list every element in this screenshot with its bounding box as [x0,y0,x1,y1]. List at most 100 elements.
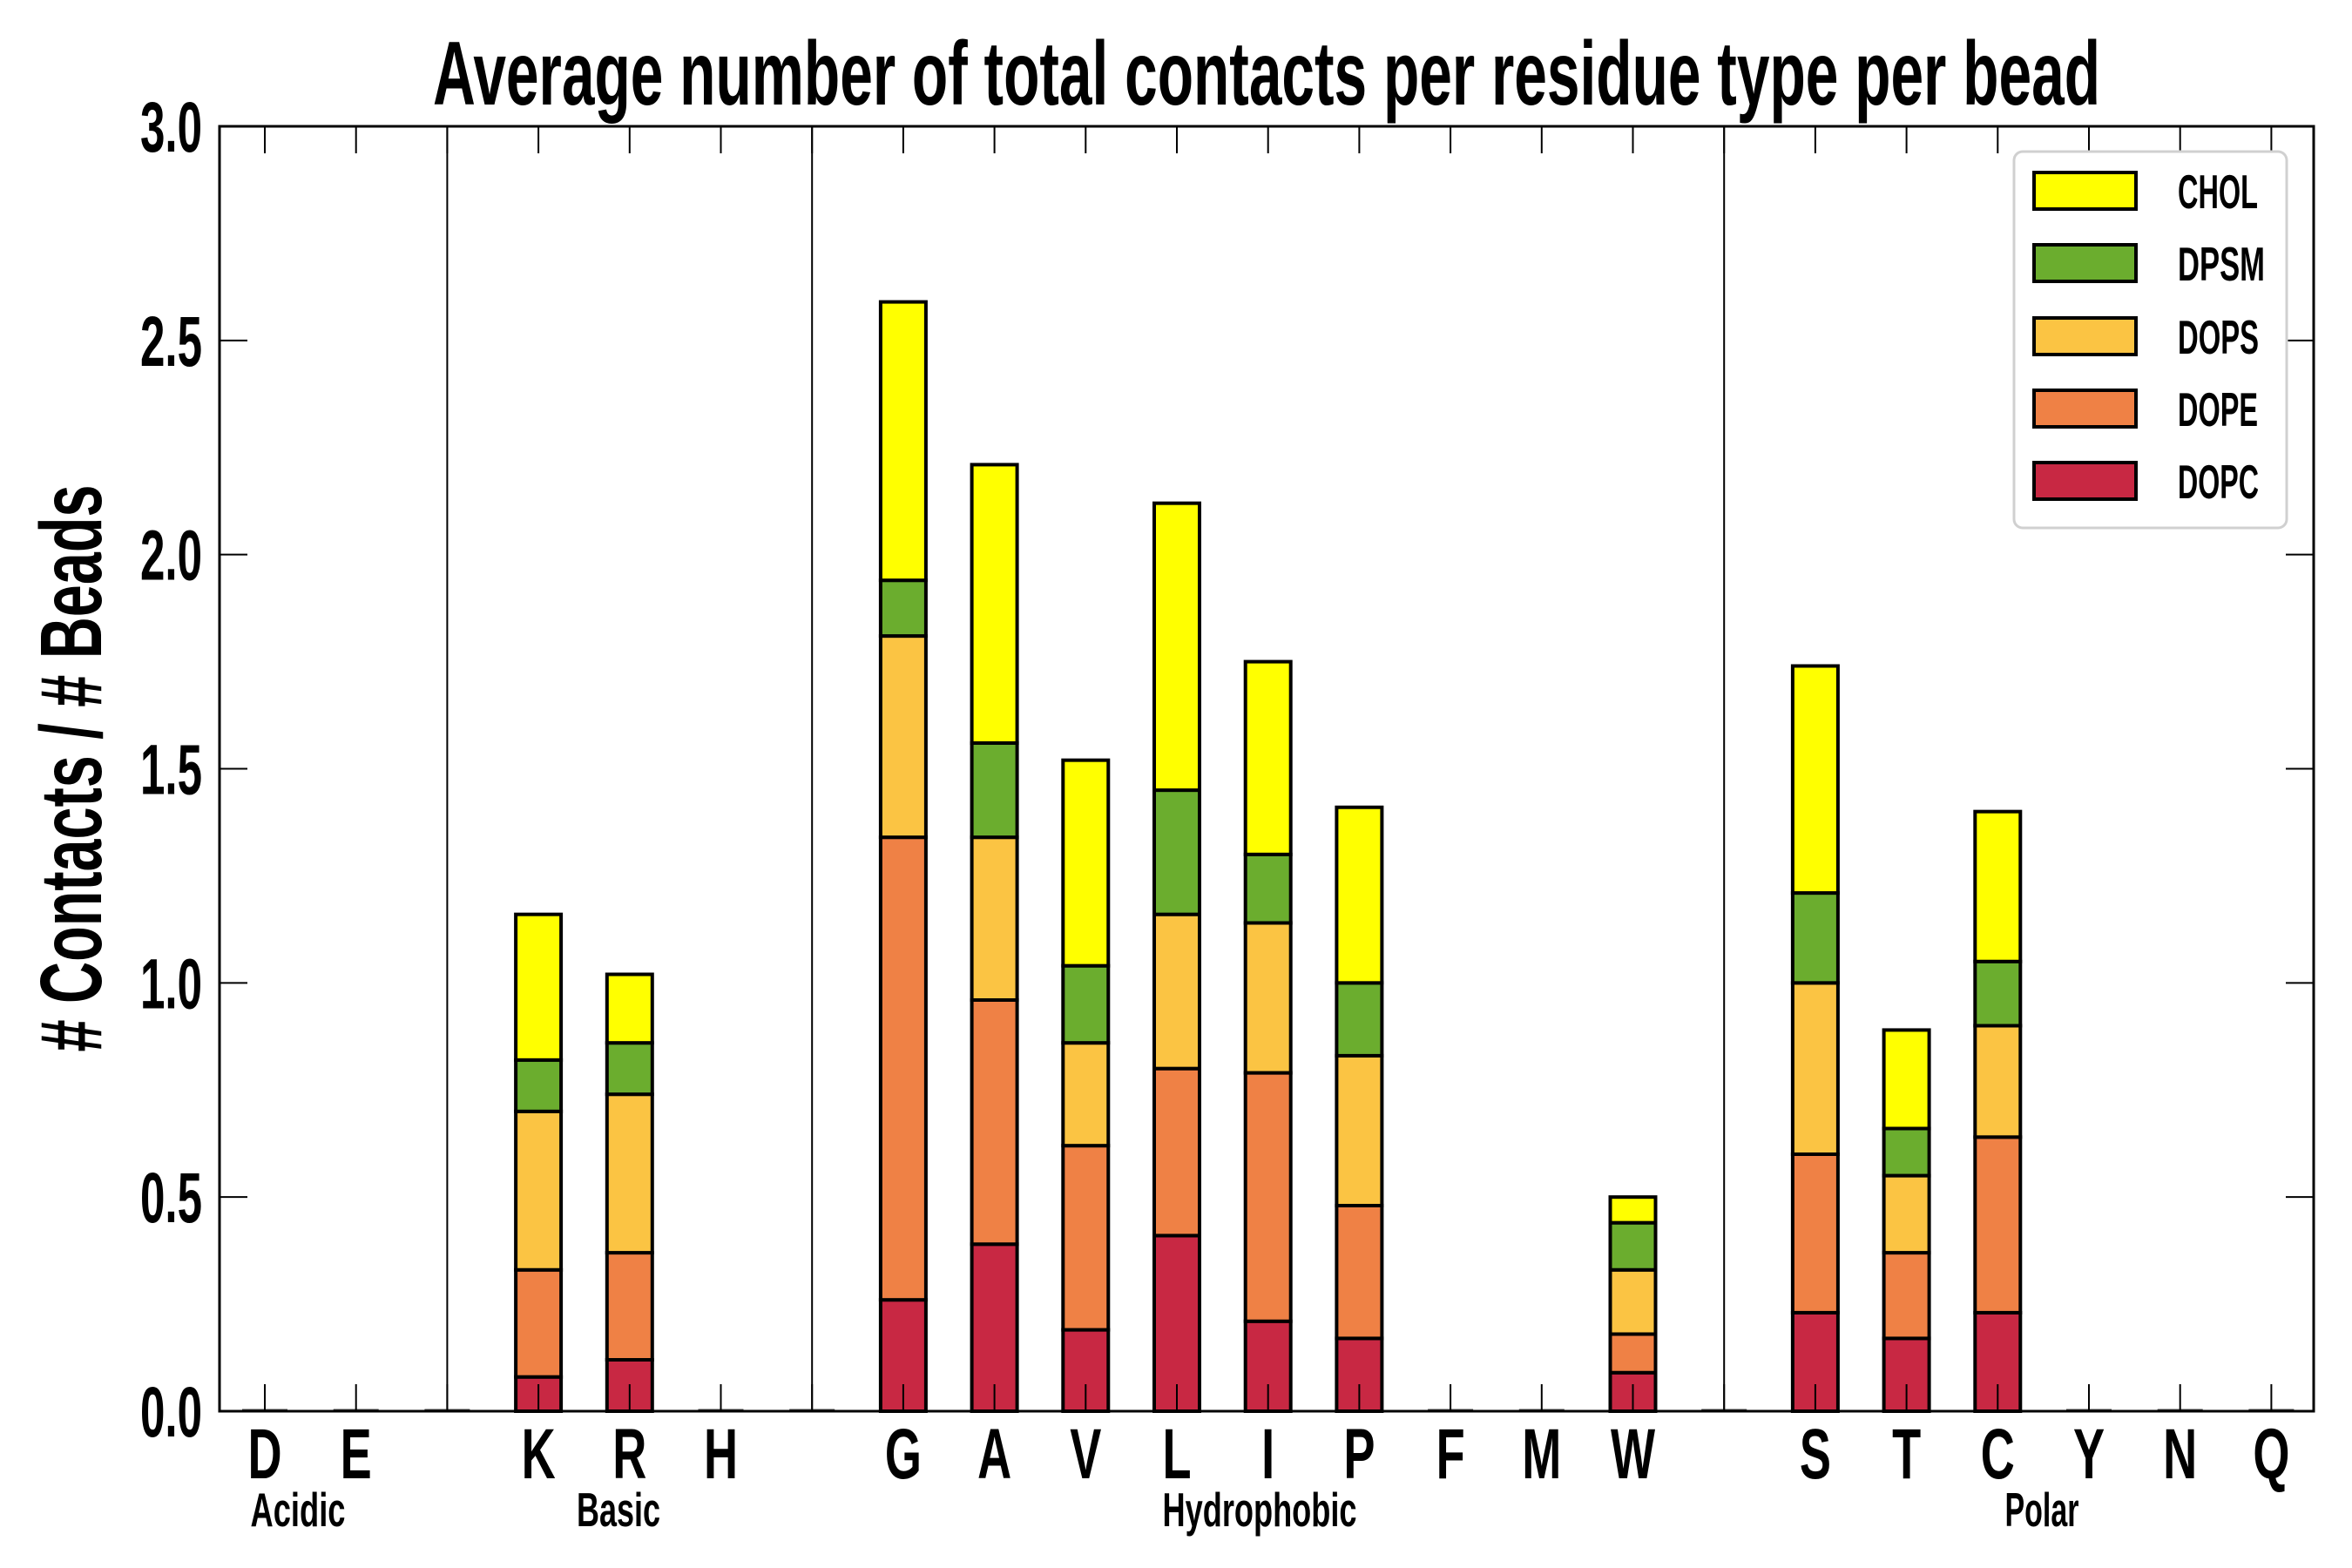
x-tick-label-group: D [247,1414,281,1494]
bar-segment-C-dpsm [1973,959,2023,1028]
x-tick-label-group: C [1981,1414,2015,1494]
group-label-acidic: Acidic [251,1483,346,1537]
bar-segment-V-dope [1061,1144,1111,1332]
y-tick-label: 3.0 [140,88,202,167]
chart-title: Average number of total contacts per res… [433,24,2100,125]
x-tick-label-group: V [1070,1414,1101,1494]
bar-segment-K-chol [514,912,564,1062]
bar-segment-S-dpsm [1790,891,1840,985]
x-tick-label-group: T [1892,1414,1921,1494]
legend-swatch-dopc [2032,461,2138,501]
bar-segment-R-dops [605,1092,654,1255]
legend-label-dpsm: DPSM [2178,237,2265,291]
bar-segment-G-dope [878,835,928,1302]
x-tick-label-group: R [612,1414,646,1494]
bar-segment-I-dope [1243,1071,1293,1323]
bar-segment-P-chol [1335,805,1384,985]
x-tick-label: G [885,1414,922,1494]
x-tick-label-group: A [977,1414,1011,1494]
plot-frame [218,125,2315,1413]
x-tick-label: T [1892,1414,1921,1494]
x-tick-label-group: W [1611,1414,1655,1494]
plot-area: 0.0 0.5 1.0 1.5 2.0 2.5 3.0 D E K R H G A V L I P F M W S T C Y N… [140,88,2315,1537]
x-tick-label-group: I [1261,1414,1274,1494]
group-label-hydrophobic: Hydrophobic [1163,1483,1357,1537]
bar-segment-S-dops [1790,981,1840,1157]
bar-segment-V-dpsm [1061,963,1111,1045]
bar-segment-W-dops [1608,1267,1658,1336]
bar-segment-L-chol [1152,501,1201,793]
x-tick-label-group: Q [2253,1414,2289,1494]
bar-segment-T-chol [1882,1028,1931,1131]
bar-segment-T-dope [1882,1251,1931,1341]
x-tick-label-group: E [341,1414,372,1494]
x-tick-label-group: Y [2073,1414,2105,1494]
x-tick-label: W [1611,1414,1655,1494]
bar-segment-P-dops [1335,1053,1384,1207]
bar-segment-I-chol [1243,659,1293,856]
bar-segment-R-chol [605,972,654,1045]
bar-segment-L-dopc [1152,1233,1201,1413]
bar-segment-K-dope [514,1267,564,1379]
bar-segment-A-dope [970,998,1019,1247]
x-tick-label-group: L [1162,1414,1191,1494]
bar-segment-G-dpsm [878,578,928,639]
legend-label-dops: DOPS [2178,310,2259,364]
x-tick-label-group: N [2163,1414,2197,1494]
bar-segment-I-dops [1243,921,1293,1075]
y-tick-label: 0.0 [140,1373,202,1452]
x-tick-label-group: S [1800,1414,1831,1494]
bar-segment-L-dops [1152,912,1201,1071]
x-tick-label: A [977,1414,1011,1494]
x-tick-label: D [247,1414,281,1494]
x-tick-label: H [704,1414,738,1494]
bar-segment-A-chol [970,463,1019,746]
bar-segment-V-dops [1061,1041,1111,1148]
x-tick-label: K [522,1414,556,1494]
x-tick-label: P [1343,1414,1375,1494]
bar-segment-G-dops [878,634,928,840]
bar-segment-W-dpsm [1608,1220,1658,1272]
x-tick-label-group: H [704,1414,738,1494]
bar-segment-C-dops [1973,1024,2023,1139]
x-tick-label: S [1800,1414,1831,1494]
bar-segment-K-dpsm [514,1058,564,1113]
bar-segment-V-chol [1061,758,1111,968]
bar-segment-C-dope [1973,1135,2023,1315]
x-tick-label-group: G [885,1414,922,1494]
bar-segment-S-dope [1790,1152,1840,1315]
x-tick-label: C [1981,1414,2015,1494]
x-tick-label: R [612,1414,646,1494]
bar-segment-A-dops [970,835,1019,1003]
bar-segment-W-chol [1608,1195,1658,1225]
bar-segment-A-dpsm [970,741,1019,840]
x-tick-label: V [1070,1414,1101,1494]
bar-segment-G-chol [878,300,928,583]
bar-segment-R-dpsm [605,1041,654,1097]
bar-segment-I-dpsm [1243,852,1293,925]
bar-segment-K-dops [514,1109,564,1272]
bar-segment-P-dpsm [1335,981,1384,1058]
x-tick-label-group: P [1343,1414,1375,1494]
x-tick-label: I [1261,1414,1274,1494]
y-axis-label: # Contacts / # Beads [23,485,120,1052]
bar-segment-T-dops [1882,1173,1931,1255]
legend-swatch-chol [2032,171,2138,211]
x-tick-label: L [1162,1414,1191,1494]
y-tick-label: 2.0 [140,517,202,596]
bar-segment-L-dpsm [1152,788,1201,916]
group-label-polar: Polar [2005,1483,2079,1537]
x-tick-label: F [1436,1414,1465,1494]
x-tick-label: M [1522,1414,1561,1494]
x-tick-label-group: K [522,1414,556,1494]
bar-segment-W-dope [1608,1332,1658,1375]
x-tick-label: N [2163,1414,2197,1494]
legend: CHOL DPSM DOPS DOPE DOPC [2012,150,2288,530]
legend-swatch-dope [2032,389,2138,429]
y-tick-label: 0.5 [140,1159,202,1238]
bar-segment-S-chol [1790,664,1840,896]
bar-segment-L-dope [1152,1066,1201,1238]
bar-segment-T-dpsm [1882,1126,1931,1178]
x-tick-label: Y [2073,1414,2105,1494]
